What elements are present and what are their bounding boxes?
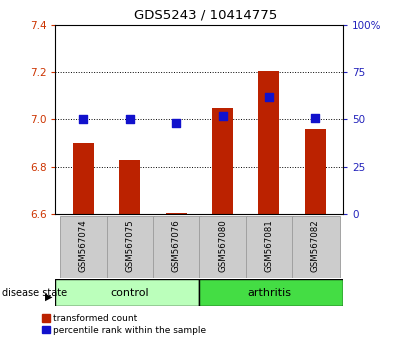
Text: GSM567081: GSM567081 <box>264 219 273 272</box>
Text: GSM567076: GSM567076 <box>172 219 180 272</box>
Bar <box>212 108 233 214</box>
Legend: transformed count, percentile rank within the sample: transformed count, percentile rank withi… <box>42 314 206 335</box>
Text: ▶: ▶ <box>45 291 52 301</box>
Bar <box>119 160 140 214</box>
Text: GSM567075: GSM567075 <box>125 219 134 272</box>
Text: GDS5243 / 10414775: GDS5243 / 10414775 <box>134 9 277 22</box>
Bar <box>292 216 340 278</box>
Point <box>173 120 180 126</box>
Bar <box>55 279 199 306</box>
Text: disease state: disease state <box>2 288 67 298</box>
Bar <box>153 216 201 278</box>
Text: GSM567080: GSM567080 <box>218 219 227 272</box>
Bar <box>106 216 154 278</box>
Text: arthritis: arthritis <box>247 287 291 298</box>
Bar <box>259 71 279 214</box>
Point <box>266 94 272 99</box>
Bar <box>199 216 247 278</box>
Point <box>127 117 133 122</box>
Point <box>312 115 319 120</box>
Bar <box>305 129 326 214</box>
Text: control: control <box>111 287 149 298</box>
Bar <box>60 216 108 278</box>
Bar <box>199 279 343 306</box>
Text: GSM567082: GSM567082 <box>311 219 320 272</box>
Bar <box>166 213 187 214</box>
Bar <box>73 143 94 214</box>
Bar <box>246 216 293 278</box>
Point <box>219 113 226 119</box>
Point <box>80 117 87 122</box>
Text: GSM567074: GSM567074 <box>79 219 88 272</box>
